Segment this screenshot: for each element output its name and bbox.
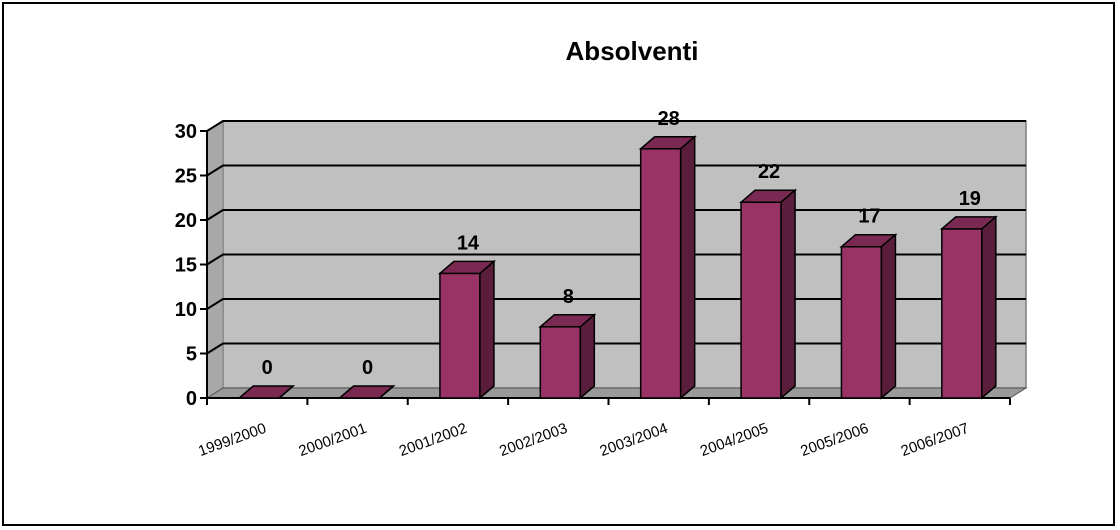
y-tick-label: 30 [175, 121, 197, 143]
plot-area: 0 5 10 15 20 25 30 0 1999/2000 0 2000/2001 14 2001/2… [175, 108, 1028, 460]
bar-front [740, 201, 782, 399]
x-tick-label: 2003/2004 [598, 420, 670, 460]
x-tick-label: 2001/2002 [397, 420, 469, 460]
bar-side [579, 313, 596, 400]
data-label: 22 [758, 161, 780, 183]
y-tick-label: 15 [175, 255, 197, 277]
x-tick-label: 2005/2006 [798, 420, 870, 460]
y-tick-label: 0 [186, 388, 197, 410]
bar-front [941, 228, 983, 399]
data-label: 28 [658, 108, 680, 130]
bar-side [780, 188, 796, 400]
x-tick-label: 1999/2000 [196, 420, 268, 460]
x-tick-label: 2004/2005 [698, 420, 770, 460]
bar-side [981, 215, 997, 400]
y-tick-label: 20 [175, 210, 197, 232]
plot-floor [205, 387, 1028, 399]
y-tick-label: 10 [175, 299, 197, 321]
bar-chart: Absolventi 0 5 10 15 20 25 30 0 1999/2000 0 2000/2… [175, 36, 1028, 460]
data-label: 0 [262, 357, 273, 379]
data-label: 19 [959, 188, 981, 210]
bar-side [880, 233, 897, 400]
gridline [206, 164, 1026, 177]
x-tick-label: 2000/2001 [296, 420, 368, 460]
bar-side [679, 135, 696, 400]
bar-side [278, 385, 294, 399]
bar-front [840, 245, 883, 399]
y-tick-label: 25 [175, 166, 197, 188]
bar-front [439, 272, 481, 399]
data-label: 0 [362, 357, 373, 379]
data-label: 14 [457, 232, 480, 254]
bar-side [479, 259, 495, 400]
data-label: 8 [563, 286, 574, 308]
chart-title: Absolventi [566, 36, 699, 66]
bar-front [539, 326, 582, 399]
data-label: 17 [858, 206, 880, 228]
y-tick-label: 5 [186, 344, 197, 366]
bar-side [379, 385, 395, 399]
gridline [206, 120, 1026, 132]
x-tick-label: 2002/2003 [497, 420, 569, 460]
bar-front [639, 148, 682, 399]
x-tick-label: 2006/2007 [899, 420, 971, 460]
